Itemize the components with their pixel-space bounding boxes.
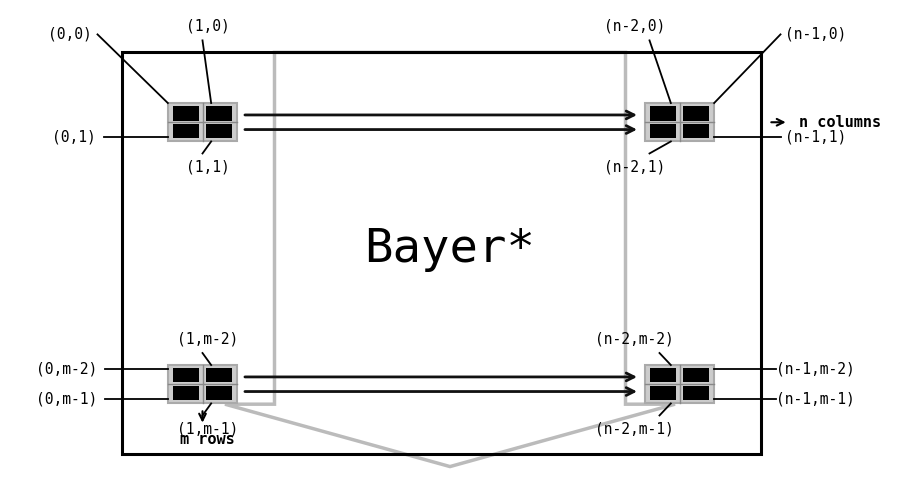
Bar [167,365,237,403]
Text: (n-1,m-2): (n-1,m-2) [776,361,855,377]
Text: (1,0): (1,0) [185,19,230,34]
Text: (1,1): (1,1) [185,160,230,175]
Text: (0,m-2): (0,m-2) [36,361,97,377]
Bar [205,124,231,139]
Bar [683,368,709,383]
Bar [205,106,231,121]
Text: (n-1,m-1): (n-1,m-1) [776,392,855,407]
Bar [650,368,677,383]
Bar [173,386,200,400]
Bar [173,368,200,383]
Text: (1,m-1): (1,m-1) [177,422,238,437]
Text: (1,m-2): (1,m-2) [177,331,238,346]
Text: Bayer*: Bayer* [364,227,536,272]
Text: (n-1,1): (n-1,1) [785,130,846,145]
Text: n columns: n columns [799,115,882,130]
Bar [644,365,715,403]
Bar [683,124,709,139]
Bar [644,103,715,142]
Text: (n-1,0): (n-1,0) [785,27,846,42]
Bar [650,386,677,400]
Text: (0,m-1): (0,m-1) [36,392,97,407]
Bar [205,368,231,383]
Text: (0,1): (0,1) [51,130,95,145]
Text: (n-2,1): (n-2,1) [604,160,665,175]
Bar [650,124,677,139]
Bar [167,103,237,142]
Text: (n-2,0): (n-2,0) [604,19,665,34]
Text: (n-2,m-2): (n-2,m-2) [595,331,674,346]
Bar [683,386,709,400]
Text: (n-2,m-1): (n-2,m-1) [595,422,674,437]
Bar [173,106,200,121]
Bar [173,124,200,139]
Text: m rows: m rows [180,432,235,447]
Text: (0,0): (0,0) [48,27,92,42]
Bar [205,386,231,400]
Bar [683,106,709,121]
Bar [650,106,677,121]
